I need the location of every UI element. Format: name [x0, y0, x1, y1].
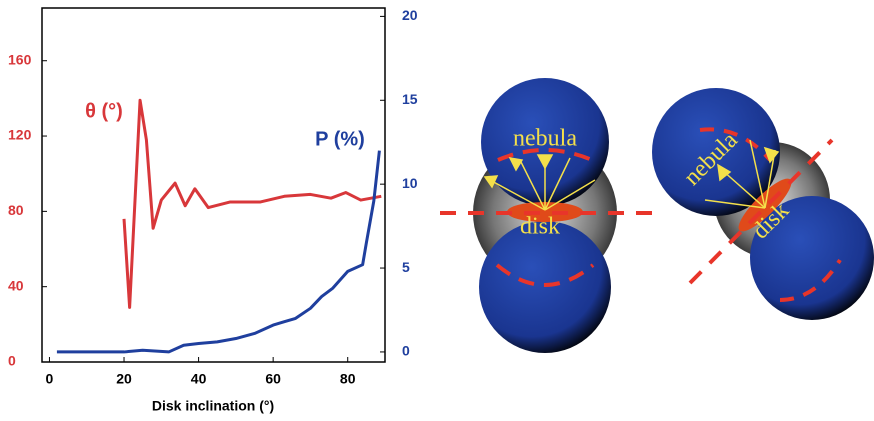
y2-tick-label: 10	[402, 175, 418, 191]
series-line	[57, 151, 379, 352]
y-tick-label: 40	[8, 277, 24, 293]
aligned-diagram: nebula disk	[440, 78, 655, 353]
nebula-label: nebula	[513, 126, 577, 152]
y-tick-label: 0	[8, 353, 16, 369]
y2-tick-label: 0	[402, 343, 410, 359]
series-label: θ (°)	[85, 100, 123, 122]
y-tick-label: 160	[8, 51, 32, 67]
x-axis-label: Disk inclination (°)	[152, 398, 274, 414]
y2-tick-label: 20	[402, 7, 418, 23]
y2-tick-label: 5	[402, 259, 410, 275]
nebula-lobe	[479, 221, 611, 353]
disk-label: disk	[520, 214, 560, 240]
plot-frame	[42, 8, 385, 362]
y2-tick-label: 15	[402, 91, 418, 107]
x-tick-label: 60	[265, 371, 281, 387]
x-tick-label: 0	[46, 371, 54, 387]
x-tick-label: 80	[340, 371, 356, 387]
series-label: P (%)	[315, 128, 365, 150]
tilted-diagram: nebula disk	[652, 88, 874, 320]
y-tick-label: 120	[8, 127, 32, 143]
x-tick-label: 20	[116, 371, 132, 387]
figure: nebula disk nebula disk Disk inclination…	[0, 0, 874, 421]
x-tick-label: 40	[191, 371, 207, 387]
y-tick-label: 80	[8, 202, 24, 218]
